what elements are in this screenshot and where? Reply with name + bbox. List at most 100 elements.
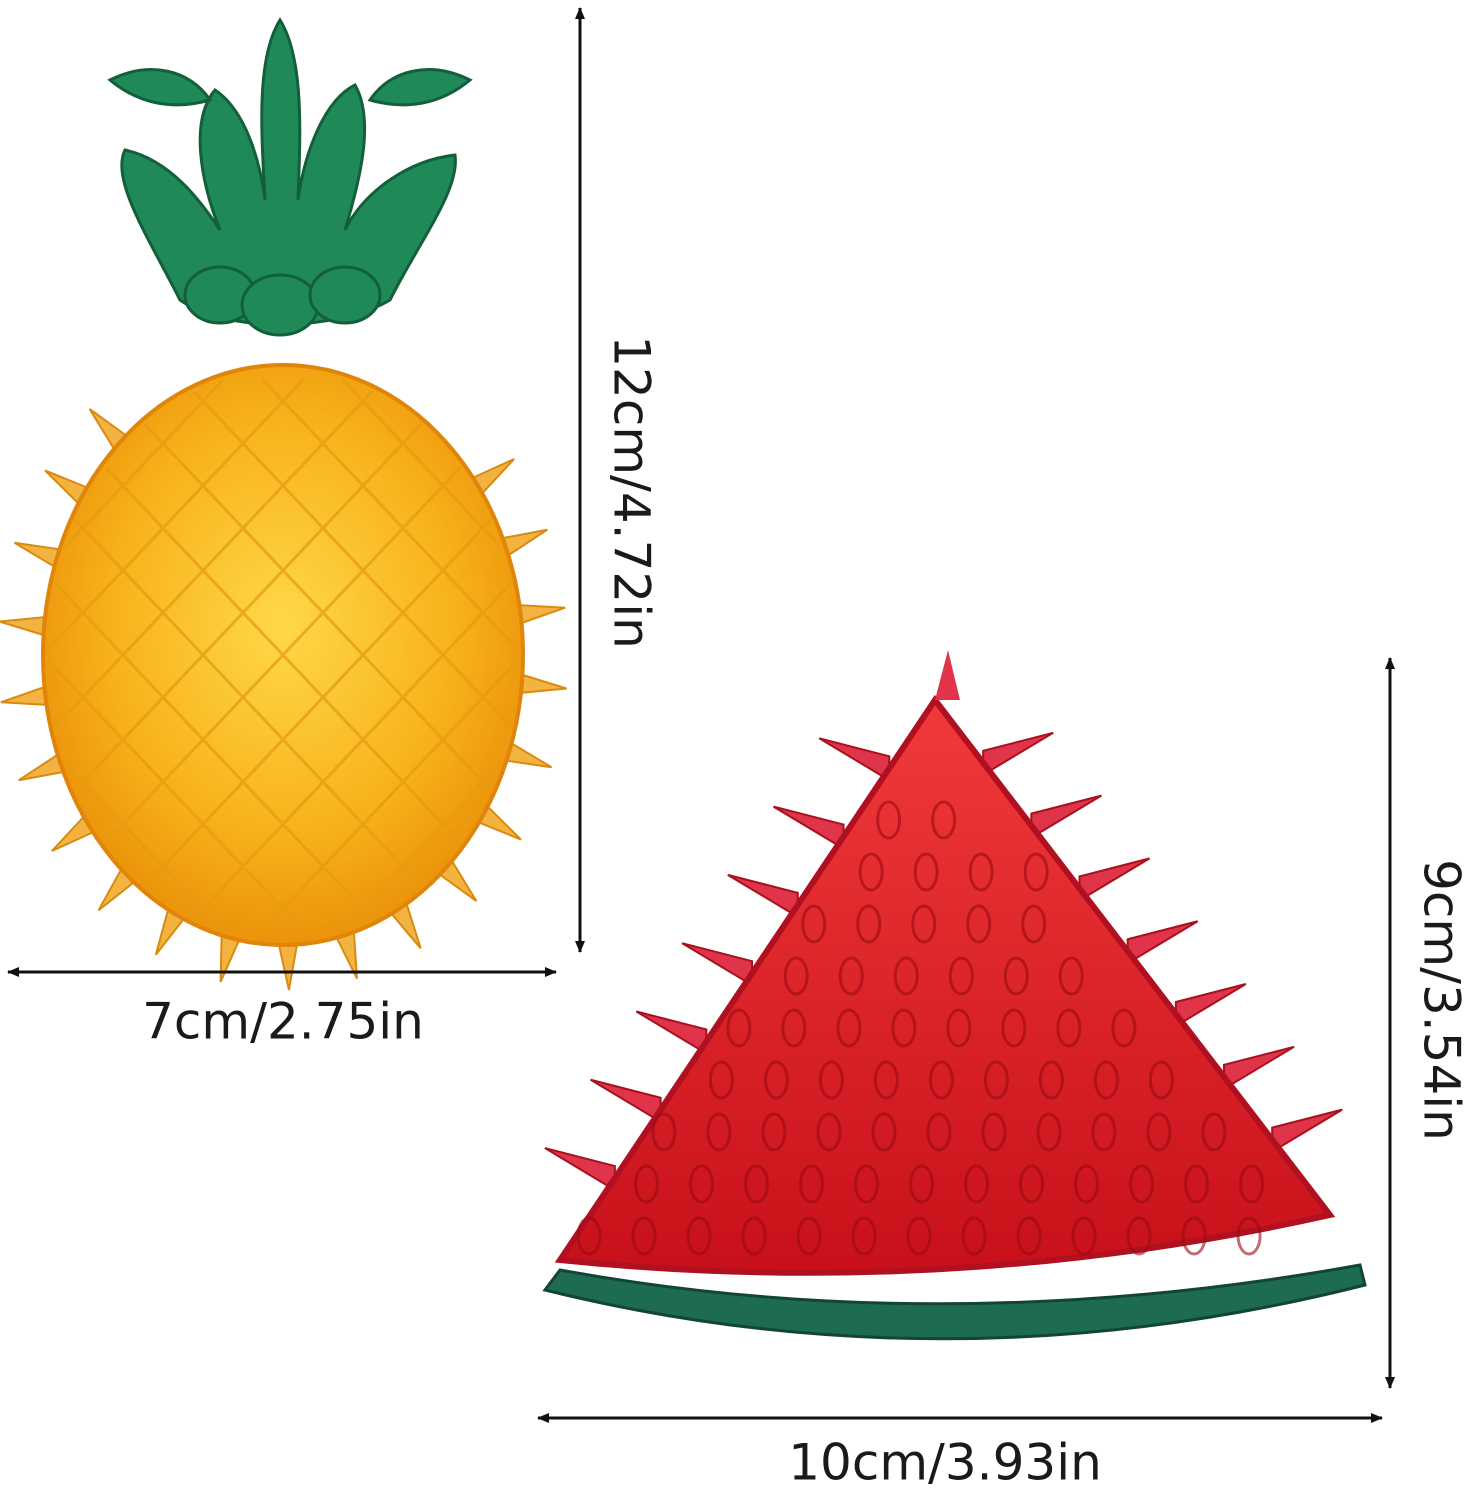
seed — [909, 1164, 935, 1204]
seed — [1111, 1008, 1137, 1048]
spike — [504, 742, 553, 769]
spike — [519, 673, 567, 695]
seed — [983, 1060, 1009, 1100]
seed — [911, 904, 937, 944]
spike — [1271, 1108, 1343, 1154]
seed — [1093, 1060, 1119, 1100]
spike — [277, 943, 299, 991]
spike — [219, 934, 241, 983]
spike — [1174, 983, 1247, 1028]
seed — [893, 956, 919, 996]
seed — [946, 1008, 972, 1048]
seed — [1019, 1164, 1045, 1204]
height-label: 9cm/3.54in — [1413, 859, 1468, 1141]
spike — [1078, 857, 1151, 903]
seed — [1146, 1112, 1172, 1152]
seed — [796, 1216, 822, 1256]
seed — [706, 1112, 732, 1152]
seed — [928, 1060, 954, 1100]
seed — [1201, 1112, 1227, 1152]
watermelon-toy — [542, 650, 1367, 1341]
seed — [1023, 852, 1049, 892]
pattern-line — [48, 378, 225, 932]
seed — [913, 852, 939, 892]
seed — [1001, 1008, 1027, 1048]
seed — [1126, 1216, 1152, 1256]
spike — [773, 805, 845, 851]
seed — [816, 1112, 842, 1152]
seed — [1003, 956, 1029, 996]
seed — [931, 800, 957, 840]
spike — [681, 942, 754, 987]
spike — [727, 873, 799, 919]
seed — [906, 1216, 932, 1256]
spike — [982, 731, 1054, 777]
seed — [1236, 1216, 1262, 1256]
seed — [631, 1216, 657, 1256]
seed — [741, 1216, 767, 1256]
seed — [1036, 1112, 1062, 1152]
seed — [726, 1008, 752, 1048]
width-label: 10cm/3.93in — [788, 1434, 1102, 1492]
pattern-line — [261, 378, 518, 932]
seed — [761, 1112, 787, 1152]
seed — [801, 904, 827, 944]
pattern-line — [101, 378, 518, 932]
spike — [1223, 1045, 1295, 1091]
pattern-line — [261, 378, 518, 932]
seed — [876, 800, 902, 840]
seed — [634, 1164, 660, 1204]
seed — [873, 1060, 899, 1100]
pattern-line — [341, 378, 518, 932]
seed — [1074, 1164, 1100, 1204]
seed — [1058, 956, 1084, 996]
pattern-line — [341, 378, 518, 932]
seed — [871, 1112, 897, 1152]
pattern-line — [48, 378, 305, 932]
pineapple-toy — [0, 17, 567, 991]
watermelon-flesh — [554, 694, 1336, 1276]
watermelon-tip — [935, 650, 960, 700]
height-label: 12cm/4.72in — [603, 335, 661, 649]
seed — [836, 1008, 862, 1048]
spike — [1126, 920, 1199, 965]
seed — [964, 1164, 990, 1204]
seed — [838, 956, 864, 996]
pattern-line — [48, 378, 385, 932]
seed — [854, 1164, 880, 1204]
pattern-line — [48, 378, 225, 932]
spike — [818, 737, 891, 783]
seed — [1038, 1060, 1064, 1100]
watermelon-rind — [542, 1263, 1367, 1341]
pattern-line — [48, 378, 518, 932]
seed — [1071, 1216, 1097, 1256]
spike — [590, 1078, 662, 1124]
seed — [926, 1112, 952, 1152]
seed — [948, 956, 974, 996]
seed — [686, 1216, 712, 1256]
seed — [576, 1216, 602, 1256]
seed — [968, 852, 994, 892]
seed — [1091, 1112, 1117, 1152]
seed — [856, 904, 882, 944]
seed — [799, 1164, 825, 1204]
width-label: 7cm/2.75in — [142, 993, 424, 1051]
seed — [689, 1164, 715, 1204]
pineapple-crown — [107, 17, 473, 337]
spike — [544, 1147, 616, 1192]
spike — [0, 615, 47, 637]
seed — [781, 1008, 807, 1048]
seed — [1016, 1216, 1042, 1256]
pattern-line — [181, 378, 518, 932]
seed — [851, 1216, 877, 1256]
seed — [651, 1112, 677, 1152]
spike — [13, 541, 62, 568]
seed — [858, 852, 884, 892]
seed — [981, 1112, 1007, 1152]
seed — [1239, 1164, 1265, 1204]
seed — [961, 1216, 987, 1256]
seed — [744, 1164, 770, 1204]
seed — [891, 1008, 917, 1048]
